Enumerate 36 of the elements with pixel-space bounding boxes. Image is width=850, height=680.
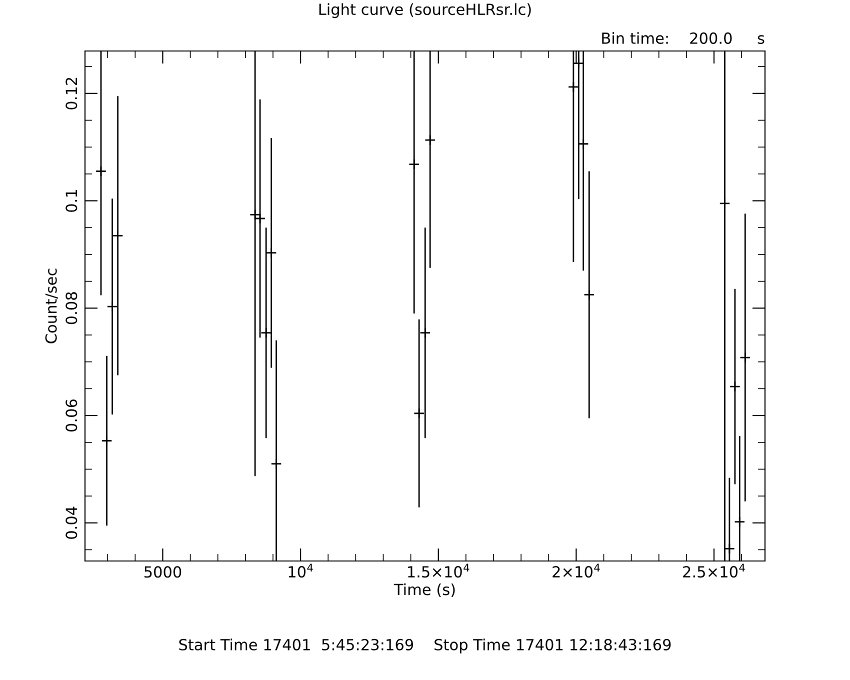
point [112,230,124,242]
point [95,166,107,177]
x-tick-label: 5000 [144,566,182,578]
x-tick-label: 1.5×10$^{4}$ [408,564,470,578]
point [408,158,420,170]
point [270,458,282,470]
point [414,408,425,419]
y-tick-label: 0.04 [66,506,78,539]
point [584,289,595,300]
point [578,138,589,150]
point [420,327,431,338]
text: Bin time: 200.0 s [602,32,764,44]
x-axis-title: Time (s) [394,583,455,598]
point [724,543,735,554]
y-axis-title: Count/sec [45,268,58,344]
point [734,516,746,528]
x-tick-label: 10$^{4}$ [288,564,313,578]
x-tick-label: 2.5×10$^{4}$ [683,564,745,578]
point [719,198,730,210]
point [266,247,277,258]
chart-title: Light curve (sourceHLRsr.lc) [319,3,531,18]
point [250,209,261,220]
point [106,300,118,312]
y-tick-label: 0.06 [66,399,78,432]
point [729,380,741,392]
y-tick-label: 0.08 [66,292,78,324]
point [260,327,272,338]
point [740,352,751,364]
point [568,81,579,93]
text: Start Time 17401 5:45:23:169 Stop Time 17401 12:18:43:169 [179,638,671,654]
point [424,134,436,146]
point [254,212,266,224]
x-tick-label: 2×10$^{4}$ [552,564,600,578]
y-tick-label: 0.1 [66,190,78,212]
y-tick-label: 0.12 [66,78,78,110]
point [101,435,112,446]
